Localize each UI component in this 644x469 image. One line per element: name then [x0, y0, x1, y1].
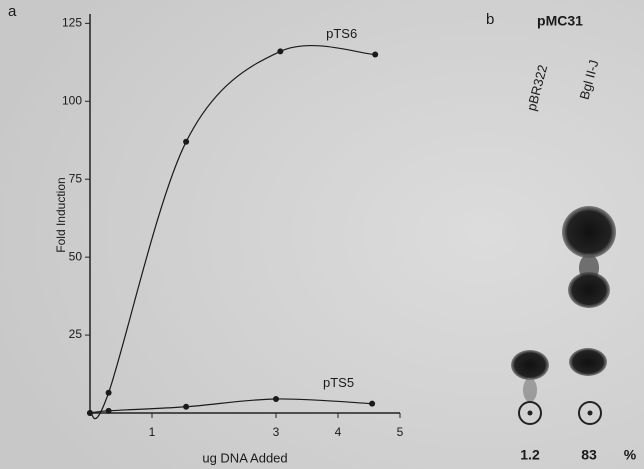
origin-dot — [588, 411, 593, 416]
y-tick-label: 50 — [69, 249, 83, 263]
data-point — [106, 390, 112, 396]
y-tick-label: 75 — [69, 171, 83, 185]
spot — [568, 272, 610, 308]
x-tick-label: 1 — [149, 425, 156, 439]
page: a Fold Induction ug DNA Added 25 50 75 100 1… — [0, 0, 644, 469]
y-axis-label: Fold Induction — [54, 177, 68, 252]
panel-title: pMC31 — [537, 13, 583, 29]
data-point — [372, 52, 378, 58]
data-point — [106, 408, 112, 414]
y-tick-label: 25 — [69, 327, 83, 341]
panel-label: a — [8, 3, 17, 20]
spot — [569, 348, 607, 376]
series-label: pTS6 — [326, 26, 357, 41]
unit-label: % — [624, 447, 637, 463]
data-point — [369, 401, 375, 407]
figure: a Fold Induction ug DNA Added 25 50 75 100 1… — [0, 0, 644, 469]
panel-label: b — [486, 11, 494, 28]
smear — [523, 378, 537, 402]
data-point — [277, 48, 283, 54]
x-tick-label: 5 — [397, 425, 404, 439]
x-tick-label: 4 — [335, 425, 342, 439]
value-label: 83 — [581, 447, 597, 463]
x-axis-label: ug DNA Added — [202, 450, 287, 465]
spot — [511, 350, 549, 380]
data-point — [183, 404, 189, 410]
series-label: pTS5 — [323, 375, 354, 390]
x-tick-label: 3 — [273, 425, 280, 439]
origin-dot — [528, 411, 533, 416]
data-point — [273, 396, 279, 402]
spot — [562, 206, 616, 258]
data-point — [87, 410, 93, 416]
y-tick-label: 125 — [62, 16, 82, 30]
data-point — [183, 139, 189, 145]
y-tick-label: 100 — [62, 93, 82, 107]
value-label: 1.2 — [520, 447, 540, 463]
